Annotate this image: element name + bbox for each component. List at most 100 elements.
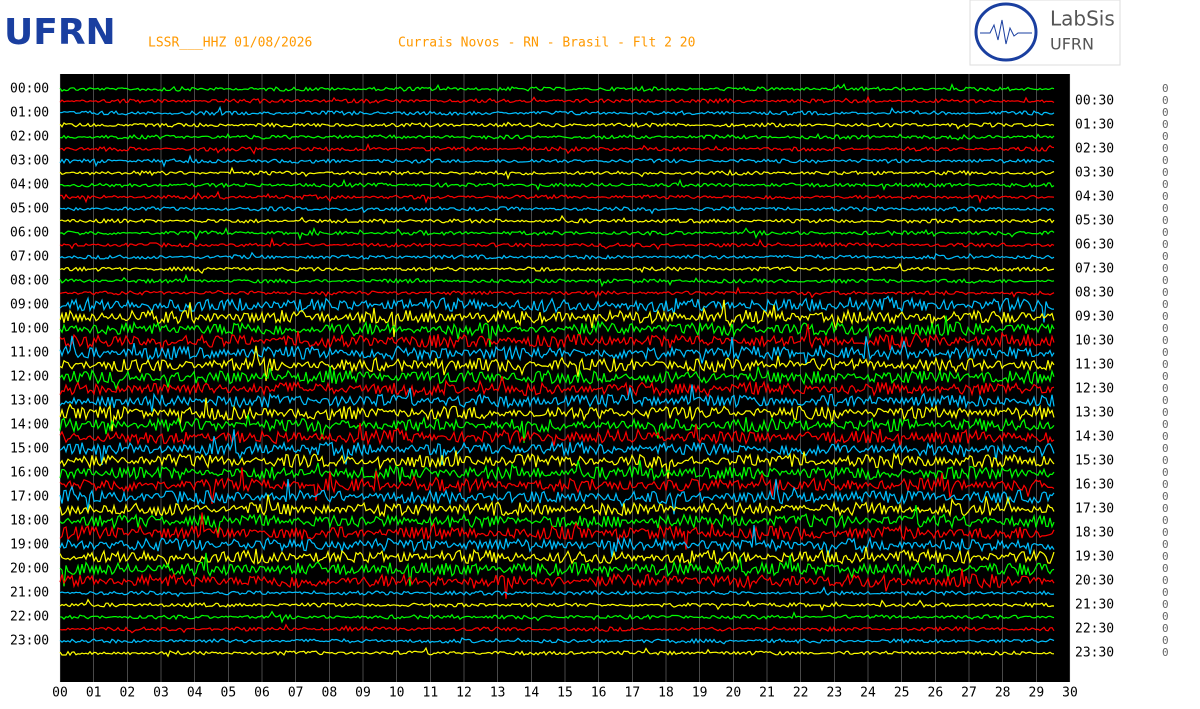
- right-hour-label: 07:30: [1075, 262, 1114, 277]
- x-tick-label: 19: [692, 686, 708, 701]
- right-count: 0: [1162, 466, 1169, 479]
- right-hour-label: 15:30: [1075, 454, 1114, 469]
- right-count: 0: [1162, 202, 1169, 215]
- logo-ring: [974, 2, 1038, 62]
- right-count: 0: [1162, 358, 1169, 371]
- x-tick-label: 25: [894, 686, 910, 701]
- right-hour-label: 19:30: [1075, 550, 1114, 565]
- right-hour-label: 20:30: [1075, 574, 1114, 589]
- left-hour-label: 07:00: [10, 250, 49, 265]
- left-hour-label: 04:00: [10, 178, 49, 193]
- left-hour-label: 20:00: [10, 562, 49, 577]
- trace: [59, 546, 1055, 569]
- trace: [59, 214, 1055, 225]
- trace: [59, 132, 1055, 141]
- left-hour-label: 09:00: [10, 298, 49, 313]
- trace: [59, 568, 1055, 599]
- right-count: 0: [1162, 298, 1169, 311]
- trace: [59, 479, 1055, 515]
- trace: [59, 166, 1055, 181]
- right-count: 0: [1162, 274, 1169, 287]
- left-hour-label: 06:00: [10, 226, 49, 241]
- trace: [59, 286, 1055, 299]
- right-count: 0: [1162, 430, 1169, 443]
- x-tick-label: 26: [928, 686, 944, 701]
- right-count: 0: [1162, 154, 1169, 167]
- x-tick-label: 09: [355, 686, 371, 701]
- right-hour-label: 03:30: [1075, 166, 1114, 181]
- right-hour-label: 13:30: [1075, 406, 1114, 421]
- x-tick-label: 02: [120, 686, 136, 701]
- right-hour-label: 08:30: [1075, 286, 1114, 301]
- right-count: 0: [1162, 490, 1169, 503]
- right-count: 0: [1162, 178, 1169, 191]
- trace: [59, 422, 1055, 447]
- x-tick-label: 00: [52, 686, 68, 701]
- x-tick-label: 28: [995, 686, 1011, 701]
- right-count: 0: [1162, 562, 1169, 575]
- left-hour-label: 12:00: [10, 370, 49, 385]
- logo-right: LabSis UFRN: [969, 0, 1121, 66]
- x-tick-label: 17: [625, 686, 641, 701]
- right-count: 0: [1162, 142, 1169, 155]
- x-tick-label: 12: [456, 686, 472, 701]
- right-count: 0: [1162, 598, 1169, 611]
- trace: [59, 95, 1055, 105]
- logo-box: [969, 0, 1121, 66]
- trace: [59, 552, 1055, 587]
- left-hour-label: 17:00: [10, 490, 49, 505]
- x-tick-label: 20: [726, 686, 742, 701]
- x-tick-label: 15: [557, 686, 573, 701]
- right-count: 0: [1162, 394, 1169, 407]
- trace: [59, 586, 1055, 598]
- left-hour-label: 14:00: [10, 418, 49, 433]
- x-tick-label: 29: [1029, 686, 1045, 701]
- trace: [59, 637, 1055, 645]
- trace: [59, 366, 1055, 391]
- right-count: 0: [1162, 586, 1169, 599]
- trace: [59, 178, 1055, 191]
- right-count: 0: [1162, 166, 1169, 179]
- trace: [59, 376, 1055, 398]
- right-count: 0: [1162, 334, 1169, 347]
- trace: [59, 646, 1055, 658]
- trace: [59, 295, 1055, 323]
- right-hour-label: 23:30: [1075, 646, 1114, 661]
- trace: [59, 236, 1055, 251]
- x-tick-label: 04: [187, 686, 203, 701]
- trace: [59, 384, 1055, 412]
- right-count: 0: [1162, 370, 1169, 383]
- left-hour-label: 10:00: [10, 322, 49, 337]
- right-count: 0: [1162, 502, 1169, 515]
- left-hour-label: 21:00: [10, 586, 49, 601]
- trace: [59, 273, 1055, 288]
- x-tick-label: 07: [288, 686, 304, 701]
- right-hour-label: 05:30: [1075, 214, 1114, 229]
- right-count: 0: [1162, 610, 1169, 623]
- trace: [59, 206, 1055, 215]
- x-tick-label: 27: [961, 686, 977, 701]
- x-tick-label: 21: [759, 686, 775, 701]
- right-count: 0: [1162, 250, 1169, 263]
- right-count: 0: [1162, 82, 1169, 95]
- trace: [59, 299, 1055, 338]
- location-title: Currais Novos - RN - Brasil - Flt 2 20: [398, 36, 695, 51]
- right-hour-label: 16:30: [1075, 478, 1114, 493]
- right-hour-label: 18:30: [1075, 526, 1114, 541]
- right-count: 0: [1162, 538, 1169, 551]
- left-hour-label: 16:00: [10, 466, 49, 481]
- right-count: 0: [1162, 442, 1169, 455]
- x-tick-label: 18: [658, 686, 674, 701]
- right-count: 0: [1162, 226, 1169, 239]
- trace: [59, 83, 1055, 92]
- right-hour-label: 09:30: [1075, 310, 1114, 325]
- right-count: 0: [1162, 526, 1169, 539]
- right-count: 0: [1162, 106, 1169, 119]
- trace: [59, 105, 1055, 117]
- x-tick-label: 03: [153, 686, 169, 701]
- left-hour-label: 19:00: [10, 538, 49, 553]
- trace: [59, 525, 1055, 558]
- right-count: 0: [1162, 262, 1169, 275]
- right-count: 0: [1162, 214, 1169, 227]
